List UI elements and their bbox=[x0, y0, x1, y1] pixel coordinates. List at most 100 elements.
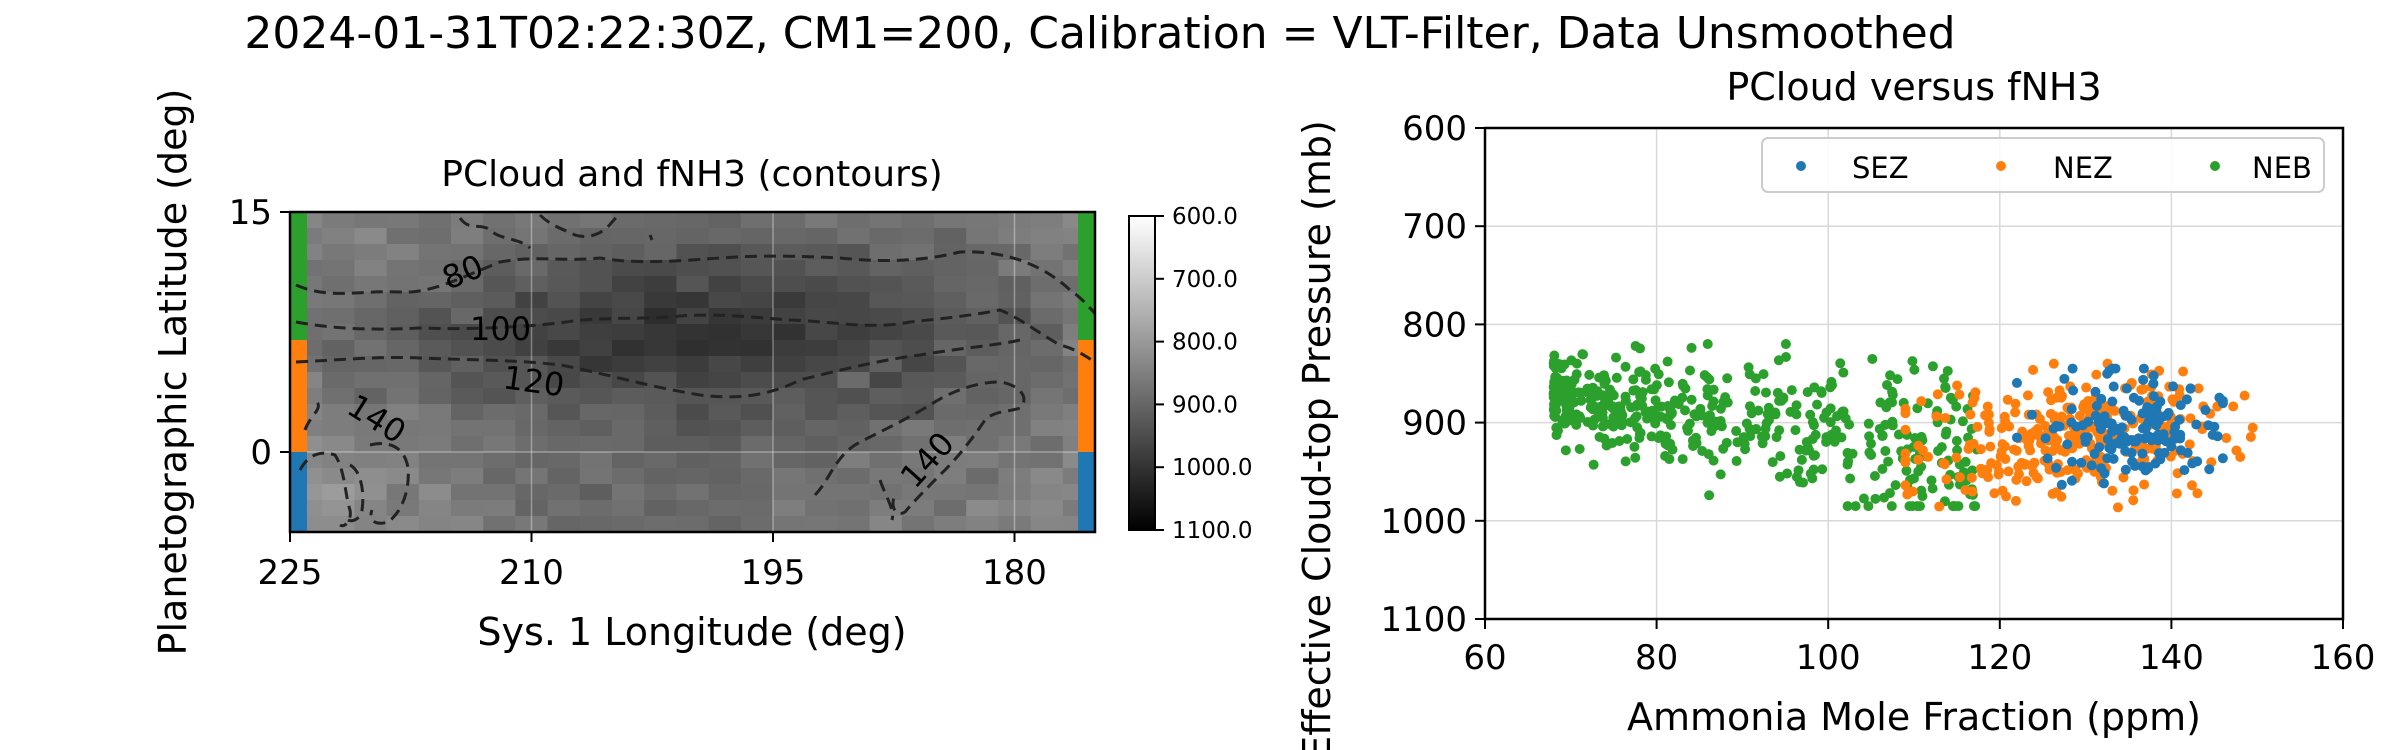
scatter-point-neb bbox=[1716, 421, 1727, 432]
heatmap-cell bbox=[451, 276, 484, 293]
heatmap-cell bbox=[901, 500, 935, 517]
scatter-point-neb bbox=[1703, 449, 1714, 460]
scatter-point-sez bbox=[2108, 381, 2119, 392]
scatter-point-nez bbox=[2048, 358, 2059, 369]
heatmap-cell bbox=[837, 452, 871, 469]
heatmap-cell bbox=[451, 388, 484, 405]
scatter-point-neb bbox=[1826, 376, 1837, 387]
heatmap-cell bbox=[322, 308, 355, 325]
heatmap-cell bbox=[1030, 420, 1064, 437]
figure-title: 2024-01-31T02:22:30Z, CM1=200, Calibrati… bbox=[244, 8, 1955, 59]
scatter-point-nez bbox=[2245, 431, 2256, 442]
heatmap-cell bbox=[579, 420, 613, 437]
scatter-point-neb bbox=[1614, 436, 1625, 447]
scatter-y-tick-label: 600 bbox=[1402, 109, 1467, 149]
scatter-point-neb bbox=[1758, 369, 1769, 380]
heatmap-cell bbox=[966, 212, 999, 229]
heatmap-cell bbox=[322, 276, 355, 293]
heatmap-cell bbox=[322, 420, 355, 437]
heatmap-cell bbox=[837, 516, 871, 532]
scatter-point-neb bbox=[1696, 410, 1707, 421]
scatter-point-neb bbox=[1566, 355, 1577, 366]
heatmap-cell bbox=[1030, 340, 1064, 357]
heatmap-cell bbox=[966, 468, 999, 485]
scatter-point-nez bbox=[2056, 491, 2067, 502]
scatter-point-neb bbox=[1808, 450, 1819, 461]
heatmap-cell bbox=[386, 356, 420, 373]
heatmap-cell bbox=[869, 308, 903, 325]
scatter-point-nez bbox=[1991, 460, 2002, 471]
scatter-point-neb bbox=[1914, 501, 1925, 512]
scatter-point-sez bbox=[2155, 454, 2166, 465]
scatter-point-neb bbox=[1686, 342, 1697, 353]
heatmap-cell bbox=[998, 484, 1032, 501]
heatmap-cell bbox=[998, 516, 1032, 532]
heatmap-cell bbox=[1030, 468, 1064, 485]
heatmap-cell bbox=[869, 388, 903, 405]
scatter-point-neb bbox=[1843, 456, 1854, 467]
scatter-point-sez bbox=[2175, 400, 2186, 411]
scatter-point-sez bbox=[2062, 439, 2073, 450]
heatmap-cell bbox=[515, 292, 549, 309]
legend-marker-sez bbox=[1796, 161, 1806, 171]
heatmap-cell bbox=[612, 244, 645, 261]
scatter-point-nez bbox=[1983, 417, 1994, 428]
scatter-point-nez bbox=[2010, 407, 2021, 418]
heatmap-cell bbox=[708, 404, 742, 421]
scatter-point-nez bbox=[1913, 440, 1924, 451]
heatmap-cell bbox=[386, 484, 420, 501]
scatter-point-nez bbox=[2047, 446, 2058, 457]
heatmap-cell bbox=[579, 260, 613, 277]
heatmap-cell bbox=[451, 228, 484, 245]
scatter-point-neb bbox=[1880, 445, 1891, 456]
heatmap-cell bbox=[483, 212, 516, 229]
heatmap-cell bbox=[805, 324, 838, 341]
heatmap-cell bbox=[612, 468, 645, 485]
heatmap-cell bbox=[708, 356, 742, 373]
heatmap-cell bbox=[386, 324, 420, 341]
scatter-point-nez bbox=[2022, 390, 2033, 401]
scatter-point-nez bbox=[2045, 408, 2056, 419]
scatter-point-sez bbox=[2099, 411, 2110, 422]
heatmap-cell bbox=[483, 340, 516, 357]
heatmap-cell bbox=[547, 228, 581, 245]
scatter-point-neb bbox=[1634, 428, 1645, 439]
legend-frame bbox=[1761, 137, 2325, 193]
heatmap-cell bbox=[740, 260, 774, 277]
scatter-point-sez bbox=[2111, 438, 2122, 449]
colorbar-ticks: 600.0 700.0 800.0 900.0 1000.0 1100.0 bbox=[1155, 204, 1252, 544]
heatmap-cell bbox=[1030, 244, 1064, 261]
scatter-point-neb bbox=[1655, 430, 1666, 441]
heatmap-cell bbox=[418, 452, 452, 469]
heatmap-cell bbox=[740, 356, 774, 373]
scatter-point-neb bbox=[1556, 363, 1567, 374]
heatmap-cell bbox=[644, 420, 677, 437]
heatmap-cell bbox=[708, 260, 742, 277]
heatmap-cell bbox=[869, 372, 903, 389]
heatmap-cell bbox=[451, 212, 484, 229]
heatmap-cell bbox=[451, 340, 484, 357]
scatter-point-neb bbox=[1741, 418, 1752, 429]
heatmap-cell bbox=[934, 260, 967, 277]
heatmap-cell bbox=[901, 212, 935, 229]
scatter-point-neb bbox=[1941, 426, 1952, 437]
heatmap-cell bbox=[998, 468, 1032, 485]
scatter-point-sez bbox=[2107, 396, 2118, 407]
heatmap-cell bbox=[773, 244, 806, 261]
heatmap-y-label: Planetographic Latitude (deg) bbox=[151, 89, 195, 656]
heatmap-cell bbox=[451, 516, 484, 532]
heatmap-cell bbox=[515, 340, 549, 357]
scatter-point-neb bbox=[1882, 379, 1893, 390]
scatter-point-nez bbox=[2029, 429, 2040, 440]
scatter-point-neb bbox=[1629, 441, 1640, 452]
scatter-point-neb bbox=[1847, 448, 1858, 459]
heatmap-cell bbox=[998, 212, 1032, 229]
heatmap-cell bbox=[612, 356, 645, 373]
heatmap-cell bbox=[1030, 500, 1064, 517]
scatter-point-sez bbox=[2151, 420, 2162, 431]
heatmap-cell bbox=[644, 372, 677, 389]
heatmap-cell bbox=[354, 212, 388, 229]
scatter-point-sez bbox=[2104, 419, 2115, 430]
heatmap-cell bbox=[386, 468, 420, 485]
scatter-point-neb bbox=[1630, 385, 1641, 396]
